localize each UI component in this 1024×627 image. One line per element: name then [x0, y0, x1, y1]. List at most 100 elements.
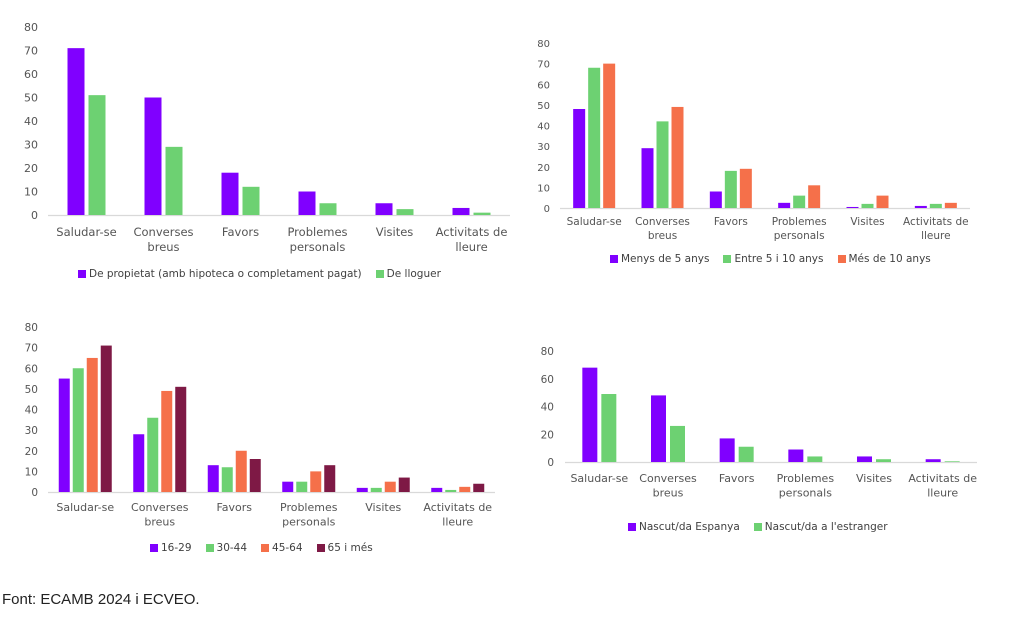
x-tick-label: Problemes personals	[280, 501, 338, 529]
x-tick-label: Visites	[365, 501, 401, 514]
bar-menys-de-5-anys-converses-breus	[641, 148, 654, 208]
x-tick-label: Favors	[719, 472, 755, 485]
bar-nascut-da-a-l-estranger-favors	[738, 446, 754, 462]
legend-item: Més de 10 anys	[837, 253, 931, 265]
y-tick-label: 30	[24, 139, 38, 152]
bar-30-44-activitats-de-lleure	[445, 489, 457, 492]
bar-entre-5-i-10-anys-problemes-personals	[793, 195, 806, 208]
y-tick-label: 0	[547, 457, 554, 469]
bar-16-29-saludar-se	[58, 378, 70, 492]
chart-birthplace-plot: 0 20 40 60 80 Saludar-se Converses breus Favors P…	[541, 346, 978, 500]
bar-de-lloguer-activitats-de-lleure	[473, 212, 491, 215]
bar-de-propietat-amb-hipoteca-o-completament-pagat--activitats-de-lleure	[452, 207, 470, 215]
bar-de-propietat-amb-hipoteca-o-completament-pagat--favors	[221, 172, 239, 215]
bar-nascut-da-espanya-problemes-personals	[788, 449, 804, 462]
bar-nascut-da-espanya-visites	[857, 456, 872, 462]
x-tick-label: Activitats de lleure	[908, 472, 977, 500]
bar-menys-de-5-anys-favors	[709, 191, 722, 208]
bar-45-64-favors	[235, 450, 247, 492]
bar-65-i-m-s-converses-breus	[175, 386, 187, 492]
bar-nascut-da-a-l-estranger-activitats-de-lleure	[944, 461, 960, 462]
bar-30-44-converses-breus	[147, 417, 159, 492]
y-tick-label: 40	[25, 405, 38, 417]
bar-16-29-converses-breus	[133, 434, 145, 492]
bar-de-propietat-amb-hipoteca-o-completament-pagat--problemes-personals	[298, 191, 316, 215]
bar-de-lloguer-favors	[242, 186, 260, 215]
y-tick-label: 40	[24, 115, 38, 128]
bar-nascut-da-a-l-estranger-visites	[876, 459, 891, 462]
y-tick-label: 80	[537, 39, 550, 50]
legend-swatch	[610, 255, 618, 263]
y-tick-label: 50	[24, 92, 38, 105]
bar-nascut-da-espanya-saludar-se	[582, 367, 598, 462]
legend-swatch	[78, 270, 86, 278]
legend-item: 16-29	[150, 542, 192, 554]
x-tick-label: Saludar-se	[567, 216, 622, 228]
y-tick-label: 0	[544, 204, 550, 215]
y-tick-label: 20	[25, 446, 38, 458]
bar-m-s-de-10-anys-visites	[876, 195, 889, 208]
bar-de-lloguer-saludar-se	[88, 95, 106, 215]
bar-16-29-visites	[356, 487, 368, 492]
x-tick-label: Visites	[850, 216, 884, 228]
legend-label: 45-64	[272, 542, 303, 554]
bar-16-29-favors	[207, 465, 219, 492]
y-tick-label: 60	[537, 80, 550, 91]
bar-nascut-da-a-l-estranger-saludar-se	[601, 394, 617, 462]
bar-45-64-problemes-personals	[310, 471, 322, 492]
legend-label: Menys de 5 anys	[621, 253, 710, 265]
y-tick-label: 40	[541, 402, 554, 414]
legend-swatch	[205, 544, 214, 552]
x-tick-label: Activitats de lleure	[903, 216, 969, 242]
legend-swatch	[628, 523, 636, 531]
bar-entre-5-i-10-anys-saludar-se	[588, 67, 601, 208]
legend-label: 30-44	[216, 542, 248, 554]
legend-label: 65 i més	[327, 542, 373, 554]
chart-age-group-plot: 0 10 20 30 40 50 60 70 80 Saludar-se Converses breu…	[25, 322, 495, 529]
chart-age-group: 0 10 20 30 40 50 60 70 80 Saludar-se Converses breu…	[0, 310, 520, 570]
x-tick-label: Favors	[714, 216, 748, 228]
legend-item: De propietat (amb hipoteca o completamen…	[78, 268, 362, 280]
bar-16-29-activitats-de-lleure	[431, 487, 443, 492]
y-tick-label: 30	[25, 425, 38, 437]
y-tick-label: 70	[537, 60, 550, 71]
bar-45-64-activitats-de-lleure	[459, 486, 471, 492]
bar-menys-de-5-anys-visites	[846, 206, 859, 208]
x-tick-label: Saludar-se	[570, 472, 628, 485]
x-tick-label: Converses breus	[131, 501, 189, 529]
bar-m-s-de-10-anys-converses-breus	[671, 106, 684, 208]
legend-swatch	[837, 255, 846, 263]
bar-m-s-de-10-anys-saludar-se	[603, 63, 616, 208]
x-tick-label: Converses breus	[639, 472, 697, 500]
bar-30-44-problemes-personals	[296, 481, 308, 492]
y-tick-label: 50	[25, 384, 38, 396]
y-tick-label: 0	[31, 487, 38, 499]
y-tick-label: 40	[537, 122, 550, 133]
y-tick-label: 30	[537, 142, 550, 153]
x-tick-label: Favors	[222, 225, 259, 239]
bar-65-i-m-s-visites	[398, 477, 410, 492]
y-tick-label: 70	[24, 45, 38, 58]
bar-de-propietat-amb-hipoteca-o-completament-pagat--saludar-se	[67, 48, 85, 216]
legend-item: De lloguer	[375, 268, 441, 280]
bar-16-29-problemes-personals	[282, 481, 294, 492]
bar-45-64-visites	[384, 481, 396, 492]
bar-65-i-m-s-saludar-se	[100, 345, 112, 492]
bar-de-lloguer-converses-breus	[165, 146, 183, 215]
chart-tenure-legend: De propietat (amb hipoteca o completamen…	[78, 268, 455, 280]
legend-swatch	[375, 270, 384, 278]
bar-nascut-da-espanya-favors	[719, 438, 735, 462]
legend-item: 30-44	[205, 542, 248, 554]
x-tick-label: Activitats de lleure	[423, 501, 492, 529]
y-tick-label: 20	[24, 162, 38, 175]
legend-item: Nascut/da Espanya	[628, 521, 740, 533]
bar-30-44-visites	[370, 487, 382, 492]
y-tick-label: 80	[24, 21, 38, 34]
legend-label: Entre 5 i 10 anys	[734, 253, 824, 265]
x-tick-label: Problemes personals	[777, 472, 835, 500]
y-tick-label: 70	[25, 343, 38, 355]
legend-swatch	[316, 544, 325, 552]
bar-de-lloguer-problemes-personals	[319, 203, 337, 215]
bar-entre-5-i-10-anys-favors	[724, 170, 737, 208]
chart-tenure: 0 10 20 30 40 50 60 70 80 Saludar-se Converses breu…	[0, 0, 520, 290]
